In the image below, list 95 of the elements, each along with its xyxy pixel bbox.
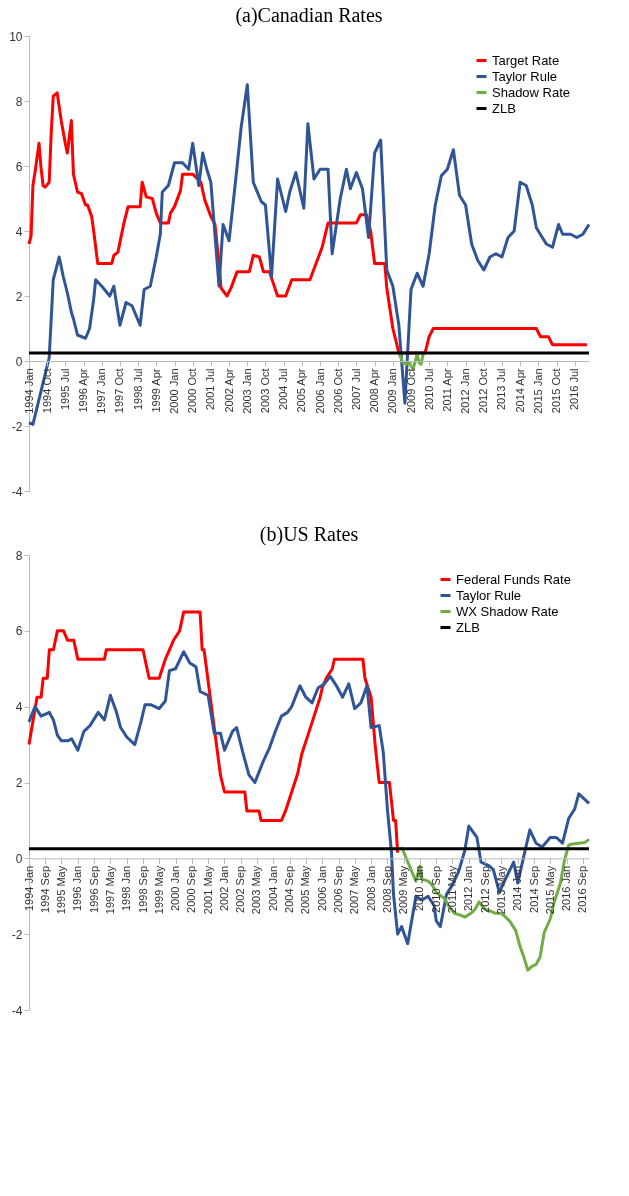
x-tick-label: 2004 Sep [283,865,296,913]
x-tick-label: 1994 Oct [40,368,53,414]
x-tick-label: 1997 Jan [95,368,108,414]
x-tick-label: 1997 May [103,865,116,915]
y-tick-label: 0 [15,851,23,866]
x-tick-label: 2014 Apr [513,368,526,413]
x-tick-label: 2013 Jul [495,368,508,411]
x-tick-label: 2000 Oct [186,368,199,414]
legend-label: Shadow Rate [492,84,571,100]
y-tick-label: 8 [15,94,23,109]
x-tick-label: 2007 May [348,865,361,915]
x-tick-label: 2016 Jul [568,368,581,411]
x-tick-label: 2003 Oct [258,368,271,414]
legend-label: ZLB [492,100,516,116]
legend-label: Target Rate [492,52,560,68]
x-tick-label: 2011 Apr [440,368,453,412]
x-tick-label: 2006 Jan [313,368,326,414]
x-tick-label: 2003 Jan [240,368,253,414]
x-tick-label: 2012 Sep [478,865,491,913]
x-tick-label: 1998 Jan [120,865,133,912]
legend-label: Taylor Rule [456,587,522,603]
x-tick-label: 2005 Apr [295,368,308,413]
y-tick-label: 10 [9,29,23,44]
y-tick-label: -2 [11,419,23,434]
x-tick-label: 2004 Jul [277,368,290,411]
x-tick-label: 2009 Jan [386,368,399,414]
x-tick-label: 2007 Jul [349,368,362,411]
x-tick-label: 2014 Jan [511,865,524,912]
x-tick-label: 2004 Jan [266,865,279,912]
x-tick-label: 2008 Jan [364,865,377,912]
x-tick-label: 2009 May [397,865,410,915]
x-tick-label: 2001 May [201,865,214,915]
x-tick-label: 2003 May [250,865,263,915]
x-tick-label: 2010 Sep [429,865,442,913]
y-tick-label: 6 [15,159,23,174]
line-series [400,837,591,972]
y-tick-label: 4 [15,700,23,715]
y-tick-label: -4 [11,1003,23,1018]
x-tick-label: 1998 Sep [136,865,149,913]
x-tick-label: 2016 Jan [560,865,573,912]
y-tick-label: -2 [11,927,23,942]
x-tick-label: 1999 Apr [149,368,162,413]
x-tick-label: 2002 Apr [222,368,235,413]
chart-title: (a)Canadian Rates [235,4,383,27]
x-tick-label: 2001 Jul [204,368,217,411]
x-tick-label: 2006 Sep [332,865,345,913]
x-tick-label: 2008 Sep [380,865,393,913]
y-tick-label: 4 [15,224,23,239]
x-tick-label: 2010 Jul [422,368,435,411]
line-series [27,83,591,426]
line-series [27,650,591,946]
x-tick-label: 1995 May [54,865,67,915]
y-tick-label: 8 [15,548,23,563]
x-tick-label: 1994 Jan [22,865,35,912]
x-tick-label: 2016 Sep [576,865,589,913]
x-tick-label: 2015 May [543,865,556,915]
x-tick-label: 1995 Jul [58,368,71,411]
x-tick-label: 2006 Oct [331,368,344,414]
y-tick-label: 6 [15,624,23,639]
x-tick-label: 2015 Oct [550,368,563,414]
x-tick-label: 2008 Apr [368,368,381,413]
x-tick-label: 2011 May [445,865,458,914]
x-tick-label: 2000 Jan [168,368,181,414]
x-tick-label: 2005 May [299,865,312,915]
x-tick-label: 1996 Jan [71,865,84,912]
x-tick-label: 2000 Jan [169,865,182,912]
x-tick-label: 1998 Jul [131,368,144,411]
legend-label: Federal Funds Rate [456,571,571,587]
x-tick-label: 2014 Sep [527,865,540,913]
x-tick-label: 2010 Jan [413,865,426,912]
legend-label: Taylor Rule [492,68,558,84]
x-tick-label: 1994 Jan [22,368,35,414]
x-tick-label: 1996 Sep [87,865,100,913]
x-tick-label: 1996 Apr [77,368,90,413]
line-series [27,610,400,855]
x-tick-label: 2012 Jan [459,368,472,414]
legend-label: ZLB [456,619,480,635]
y-tick-label: -4 [11,484,23,499]
x-tick-label: 2002 Sep [234,865,247,913]
x-tick-label: 2006 Jan [315,865,328,912]
x-tick-label: 2012 Oct [477,368,490,414]
x-tick-label: 2013 May [494,865,507,915]
x-tick-label: 2012 Jan [462,865,475,912]
x-tick-label: 2015 Jan [531,368,544,414]
x-tick-label: 1999 May [152,865,165,915]
chart-title: (b)US Rates [259,523,359,546]
x-tick-label: 2009 Oct [404,368,417,414]
legend-label: WX Shadow Rate [456,603,559,619]
x-tick-label: 2002 Jan [218,865,230,912]
x-tick-label: 1994 Sep [38,865,51,913]
x-tick-label: 1997 Oct [113,368,126,414]
y-tick-label: 2 [15,289,23,304]
y-tick-label: 2 [15,776,23,790]
x-tick-label: 2000 Sep [185,865,198,913]
y-tick-label: 0 [15,354,23,369]
